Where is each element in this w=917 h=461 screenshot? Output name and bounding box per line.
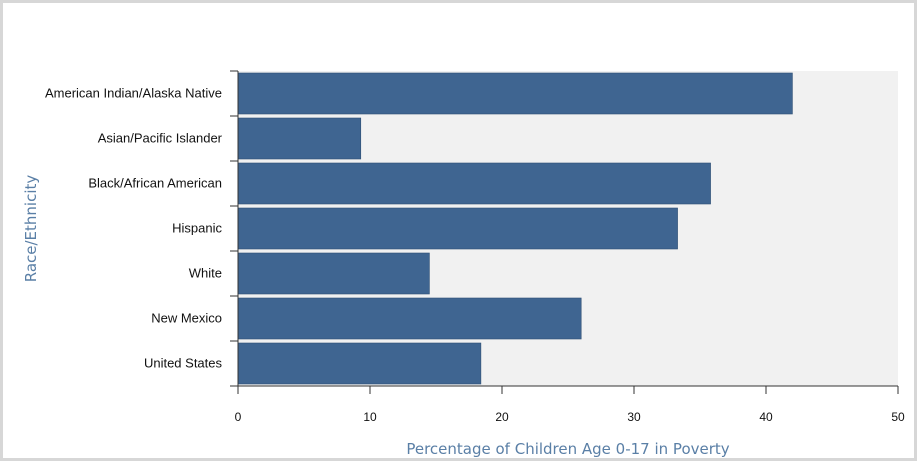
bar bbox=[237, 252, 430, 295]
category-label: American Indian/Alaska Native bbox=[45, 86, 222, 101]
category-label: United States bbox=[144, 356, 223, 371]
x-tick-label: 20 bbox=[495, 410, 509, 424]
bars-group bbox=[237, 72, 793, 385]
x-tick-label: 10 bbox=[363, 410, 377, 424]
bar bbox=[237, 162, 711, 205]
category-labels: American Indian/Alaska Native Asian/Pacif… bbox=[45, 86, 223, 371]
category-label: New Mexico bbox=[151, 311, 222, 326]
x-tick-label: 40 bbox=[759, 410, 773, 424]
bar bbox=[237, 117, 362, 160]
y-axis-title: Race/Ethnicity bbox=[22, 175, 40, 283]
x-tick-label: 30 bbox=[627, 410, 641, 424]
x-tick-label: 0 bbox=[235, 410, 242, 424]
bar bbox=[237, 207, 678, 250]
x-axis: 0 10 20 30 40 50 bbox=[235, 385, 905, 424]
x-tick-label: 50 bbox=[891, 410, 905, 424]
bar bbox=[237, 297, 582, 340]
category-label: Black/African American bbox=[88, 176, 222, 191]
bar bbox=[237, 72, 793, 115]
x-axis-title: Percentage of Children Age 0-17 in Pover… bbox=[406, 440, 729, 458]
y-axis bbox=[230, 70, 239, 387]
category-label: White bbox=[189, 266, 222, 281]
category-label: Hispanic bbox=[172, 221, 222, 236]
category-label: Asian/Pacific Islander bbox=[98, 131, 223, 146]
bar bbox=[237, 342, 482, 385]
